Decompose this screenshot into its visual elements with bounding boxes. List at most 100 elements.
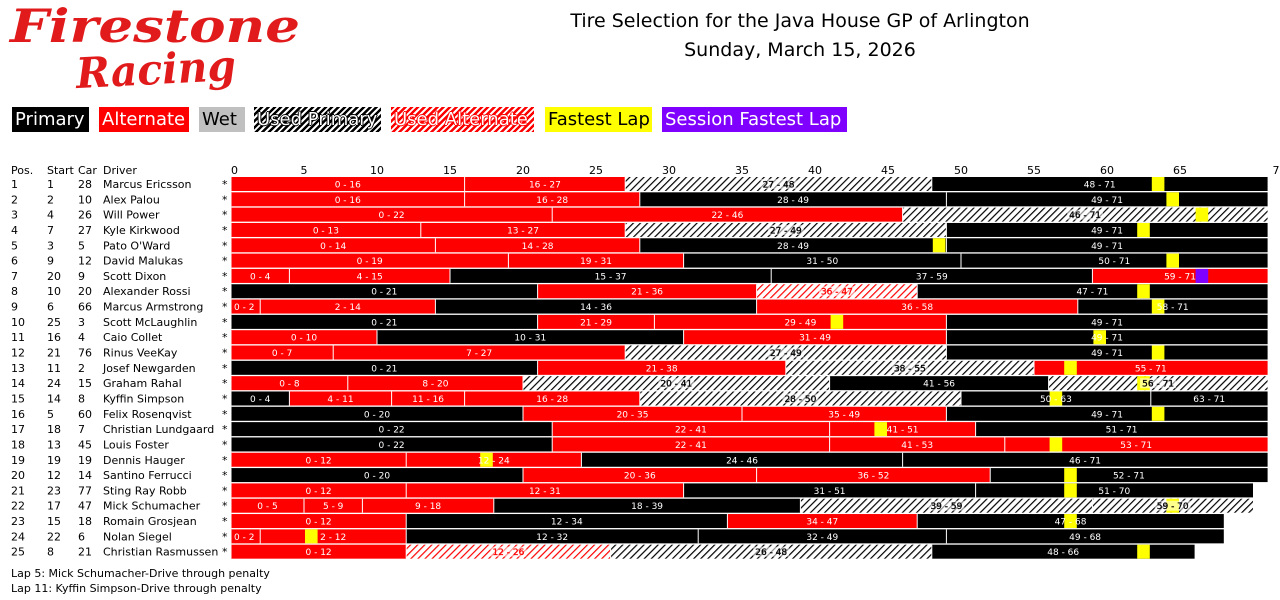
stint-bar <box>698 529 947 544</box>
stint-label: 35 - 49 <box>828 410 860 420</box>
row-pos: 10 <box>11 316 25 329</box>
stint-label: 56 - 71 <box>1142 380 1174 390</box>
stint-label: 50 - 63 <box>1040 395 1072 405</box>
row-pos: 4 <box>11 224 18 237</box>
stint-label: 51 - 70 <box>1098 487 1130 497</box>
stint-label: 48 - 71 <box>1084 181 1116 191</box>
row-car: 27 <box>78 224 92 237</box>
race-start-marker: * <box>222 331 228 344</box>
stint-bar <box>946 529 1224 544</box>
stint-bar <box>654 314 947 329</box>
fastest-lap-marker <box>830 314 844 329</box>
stint-bar <box>1004 437 1268 452</box>
stint-bar <box>231 468 523 483</box>
row-pos: 18 <box>11 438 25 451</box>
x-tick-label: 55 <box>1027 164 1041 177</box>
stint-label: 9 - 18 <box>415 502 441 512</box>
row-driver: Sting Ray Robb <box>103 484 187 497</box>
driver-row: 6 9 12 David Malukas * 0 - 19 19 - 31 31 - 50 50… <box>11 253 1268 268</box>
row-driver: Santino Ferrucci <box>103 469 192 482</box>
row-start: 2 <box>47 193 54 206</box>
stint-bar <box>756 468 991 483</box>
race-start-marker: * <box>222 438 228 451</box>
stint-label: 52 - 71 <box>1113 472 1145 482</box>
stint-label: 12 - 26 <box>492 548 524 558</box>
row-driver: Christian Lundgaard <box>103 423 214 436</box>
stint-label: 0 - 2 <box>234 303 254 313</box>
driver-row: 18 13 45 Louis Foster * 0 - 22 22 - 41 41 - 53 5… <box>11 437 1268 452</box>
stint-bar <box>231 376 348 391</box>
row-pos: 1 <box>11 178 18 191</box>
stint-label: 27 - 48 <box>763 181 795 191</box>
stint-label: 36 - 58 <box>901 303 933 313</box>
race-start-marker: * <box>222 454 228 467</box>
row-car: 66 <box>78 301 92 314</box>
x-tick-label: 60 <box>1100 164 1114 177</box>
row-driver: Christian Rasmussen <box>103 546 218 559</box>
row-car: 14 <box>78 469 92 482</box>
stint-label: 16 - 28 <box>536 196 568 206</box>
stint-label: 34 - 47 <box>806 518 838 528</box>
fastest-lap-marker <box>1151 406 1165 421</box>
race-start-marker: * <box>222 301 228 314</box>
stint-label: 18 - 39 <box>631 502 663 512</box>
stint-bar <box>304 498 363 513</box>
fastest-lap-marker <box>1064 514 1077 529</box>
stint-label: 36 - 47 <box>821 288 853 298</box>
row-car: 8 <box>78 392 85 405</box>
stint-label: 12 - 31 <box>529 487 561 497</box>
stint-bar <box>231 406 523 421</box>
stint-bar <box>464 391 640 406</box>
stint-label: 46 - 71 <box>1069 456 1101 466</box>
stint-label: 59 - 70 <box>1157 502 1189 512</box>
race-start-marker: * <box>222 469 228 482</box>
stint-label: 49 - 71 <box>1091 196 1123 206</box>
stint-label: 39 - 59 <box>930 502 962 512</box>
stint-label: 0 - 22 <box>379 441 405 451</box>
stint-bar <box>537 284 757 299</box>
stint-label: 59 - 71 <box>1164 272 1196 282</box>
fastest-lap-marker <box>1151 345 1165 360</box>
stint-label: 12 - 32 <box>536 533 568 543</box>
stint-label: 20 - 35 <box>617 410 649 420</box>
stint-bar <box>552 437 830 452</box>
stint-label: 0 - 14 <box>320 242 346 252</box>
fastest-lap-marker <box>1049 437 1063 452</box>
row-driver: Felix Rosenqvist <box>103 408 192 421</box>
stint-label: 38 - 55 <box>894 364 926 374</box>
driver-row: 5 3 5 Pato O'Ward * 0 - 14 14 - 28 28 - 49 49 - … <box>11 238 1268 253</box>
row-pos: 8 <box>11 285 18 298</box>
stint-label: 0 - 12 <box>306 518 332 528</box>
legend-label: Session Fastest Lap <box>665 109 842 130</box>
stint-label: 0 - 16 <box>335 196 361 206</box>
driver-row: 20 12 14 Santino Ferrucci * 0 - 20 20 - 36 36 -… <box>11 468 1268 483</box>
stint-label: 14 - 36 <box>580 303 612 313</box>
stint-label: 0 - 12 <box>306 548 332 558</box>
stint-bar <box>231 345 334 360</box>
driver-row: 3 4 26 Will Power * 0 - 22 22 - 46 46 - 71 <box>11 207 1268 222</box>
driver-row: 8 10 20 Alexander Rossi * 0 - 21 21 - 36 36 - 4… <box>11 284 1268 299</box>
logo-racing-text: Racing <box>74 41 237 92</box>
row-driver: Graham Rahal <box>103 377 182 390</box>
fastest-lap-marker <box>1137 544 1150 559</box>
x-tick-label: 20 <box>516 164 530 177</box>
stint-label: 58 - 71 <box>1157 303 1189 313</box>
stint-bar <box>231 222 421 237</box>
stint-label: 48 - 66 <box>1047 548 1079 558</box>
stint-bar <box>464 192 640 207</box>
stint-bar <box>581 452 903 467</box>
stint-label: 0 - 10 <box>291 334 317 344</box>
stint-label: 0 - 22 <box>379 426 405 436</box>
stint-bar <box>552 422 830 437</box>
row-start: 12 <box>47 469 61 482</box>
race-start-marker: * <box>222 377 228 390</box>
stint-bar <box>231 330 377 345</box>
stint-label: 0 - 21 <box>371 318 397 328</box>
driver-row: 7 20 9 Scott Dixon * 0 - 4 4 - 15 15 - 37 37 - 5… <box>11 268 1268 283</box>
stint-bar <box>289 268 450 283</box>
x-tick-label: 0 <box>231 164 238 177</box>
driver-row: 16 5 60 Felix Rosenqvist * 0 - 20 20 - 35 35 - … <box>11 406 1268 421</box>
row-car: 28 <box>78 178 92 191</box>
race-start-marker: * <box>222 546 228 559</box>
